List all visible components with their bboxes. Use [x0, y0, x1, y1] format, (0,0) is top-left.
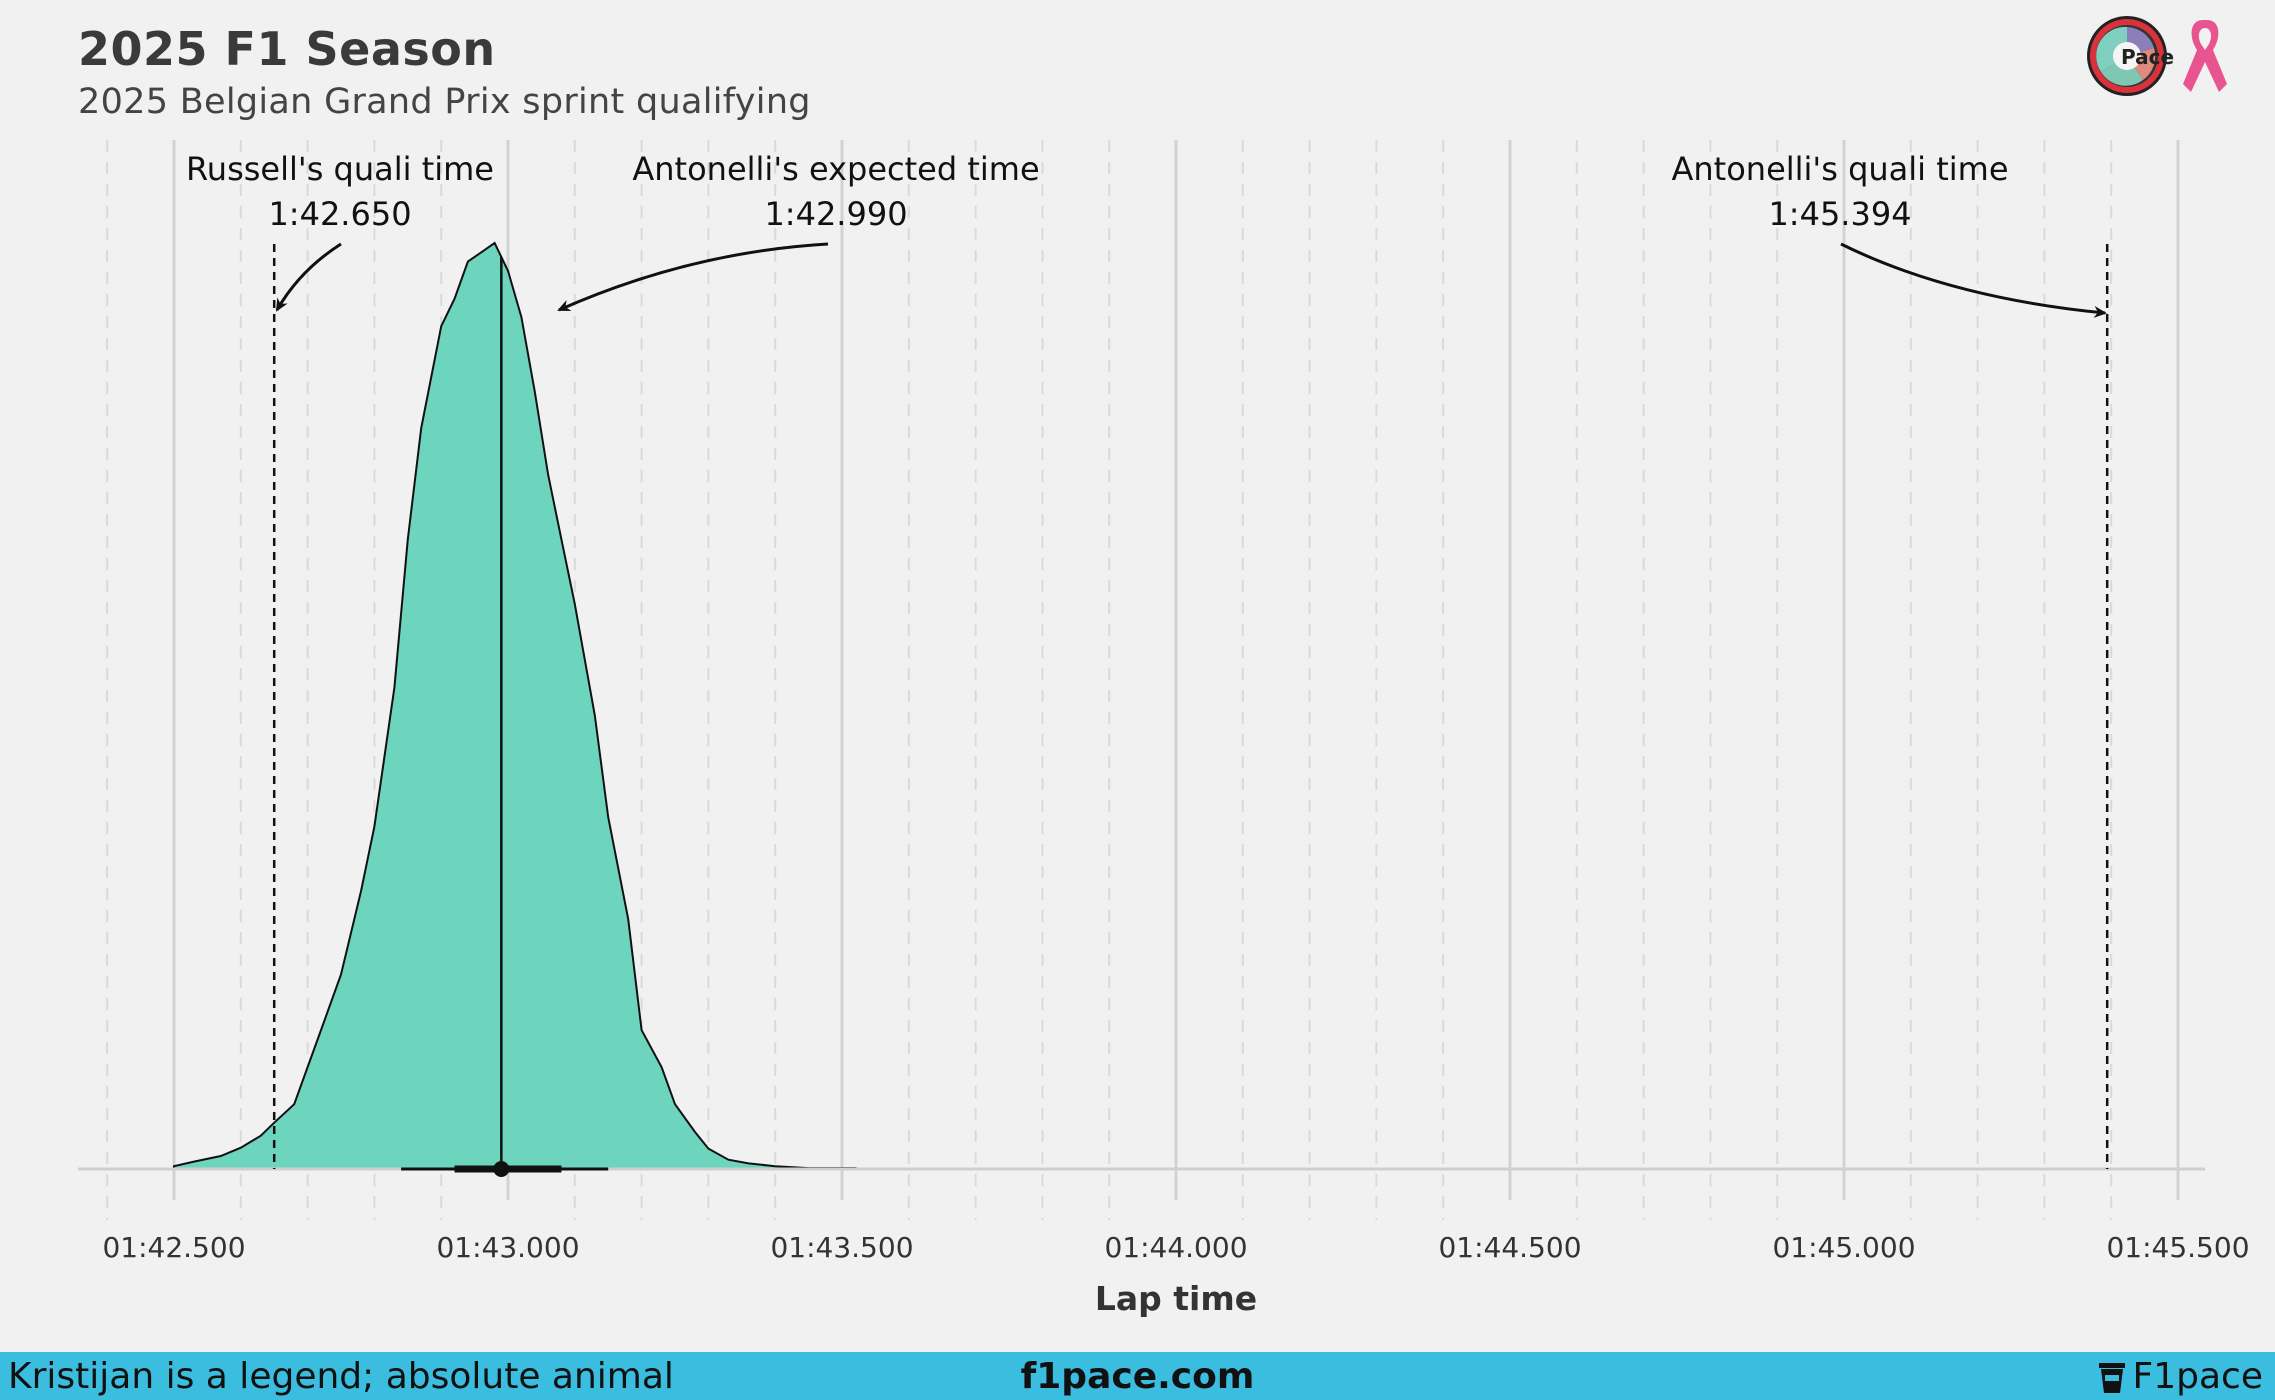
- point-estimate: [493, 1161, 510, 1177]
- x-tick-label: 01:44.000: [1104, 1231, 1247, 1264]
- pace-logo-icon: Pace: [2087, 16, 2174, 96]
- x-tick-label: 01:42.500: [102, 1231, 245, 1264]
- footer-brand: F1pace: [2097, 1356, 2263, 1397]
- annotation-label: Russell's quali time: [186, 150, 494, 188]
- annotation-value: 1:42.650: [268, 195, 411, 233]
- chart-title: 2025 F1 Season: [78, 22, 496, 76]
- annotation-value: 1:45.394: [1768, 195, 1911, 233]
- chart-area: 01:42.500 01:43.000 01:43.500 01:44.000 01:4…: [78, 140, 2250, 1318]
- annotation-arrow: [1840, 242, 2107, 318]
- density-area: [173, 241, 857, 1170]
- x-tick-labels: 01:42.500 01:43.000 01:43.500 01:44.000 01:4…: [102, 1231, 2249, 1264]
- logo-group: Pace: [2085, 14, 2235, 98]
- pace-logo-text: Pace: [2121, 45, 2174, 69]
- annotation-label: Antonelli's quali time: [1671, 150, 2008, 188]
- x-axis-label: Lap time: [1095, 1279, 1257, 1318]
- annotation-value: 1:42.990: [764, 195, 907, 233]
- x-tick-label: 01:43.500: [770, 1231, 913, 1264]
- x-tick-label: 01:45.000: [1772, 1231, 1915, 1264]
- footer-bar: Kristijan is a legend; absolute animal f…: [0, 1352, 2275, 1400]
- x-tick-label: 01:44.500: [1438, 1231, 1581, 1264]
- x-tick-label: 01:43.000: [436, 1231, 579, 1264]
- pink-ribbon-icon: [2183, 20, 2227, 92]
- annotation-label: Antonelli's expected time: [632, 150, 1039, 188]
- footer-brand-text: F1pace: [2132, 1356, 2263, 1397]
- chart-header: 2025 F1 Season 2025 Belgian Grand Prix s…: [78, 22, 811, 122]
- x-tick-label: 01:45.500: [2106, 1231, 2249, 1264]
- chart-subtitle: 2025 Belgian Grand Prix sprint qualifyin…: [78, 82, 811, 122]
- grid-lines: [106, 140, 2180, 1220]
- interval-bar: [401, 1161, 609, 1177]
- reference-lines: [272, 244, 2109, 1169]
- footer-site-link[interactable]: f1pace.com: [1020, 1356, 1255, 1397]
- annotation-arrow: [275, 242, 342, 312]
- annotation-arrow: [557, 242, 829, 312]
- coffee-cup-icon: [2098, 1362, 2125, 1393]
- footer-left-text: Kristijan is a legend; absolute animal: [8, 1356, 674, 1397]
- annotations: Russell's quali time 1:42.650 Antonelli's …: [186, 150, 2107, 318]
